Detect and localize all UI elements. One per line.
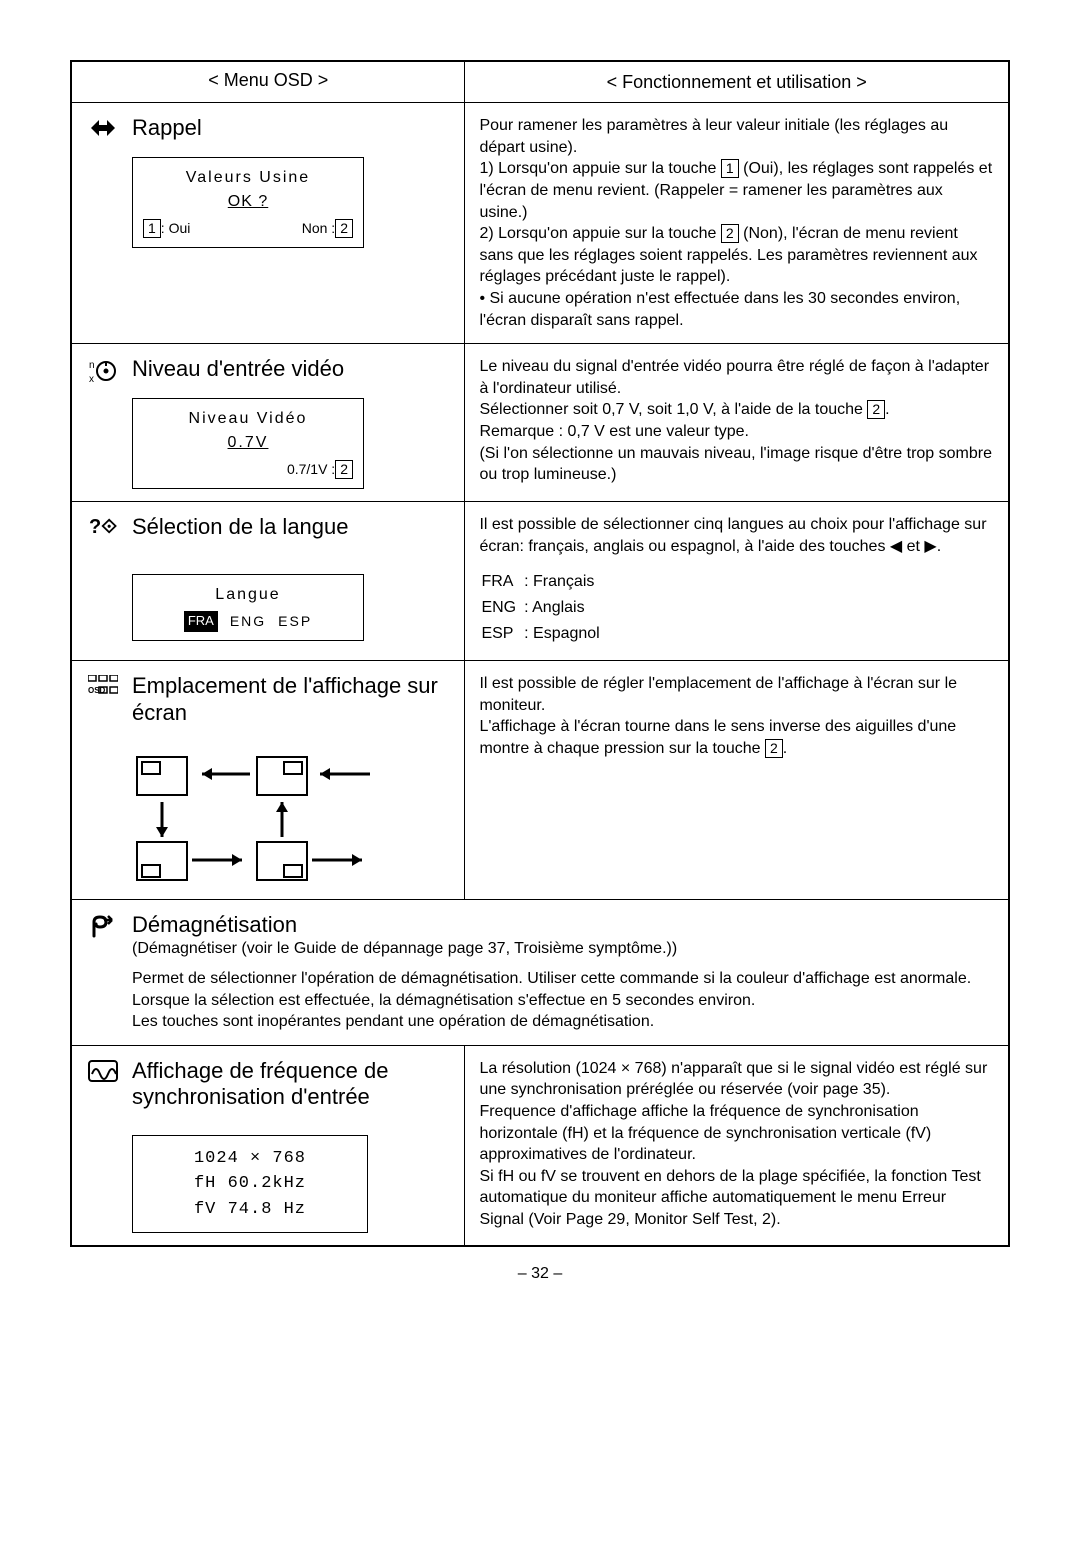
lang-label-esp: : Espagnol — [524, 623, 606, 647]
freq-desc-p2: Frequence d'affichage affiche la fréquen… — [479, 1101, 994, 1166]
key-2: 2 — [335, 219, 353, 238]
niveau-desc-p4: (Si l'on sélectionne un mauvais niveau, … — [479, 443, 994, 486]
degauss-p2: Lorsque la sélection est effectuée, la d… — [132, 990, 994, 1012]
lang-label-fra: : Français — [524, 571, 606, 595]
row-niveau: n x Niveau d'entrée vidéo Niveau Vidéo 0… — [71, 344, 1009, 502]
niveau-desc-p3: Remarque : 0,7 V est une valeur type. — [479, 421, 994, 443]
niveau-title: Niveau d'entrée vidéo — [132, 356, 344, 382]
niveau-osd-box: Niveau Vidéo 0.7V 0.7/1V :2 — [132, 398, 364, 489]
row-rappel: Rappel Valeurs Usine OK ? 1: Oui Non :2 … — [71, 103, 1009, 344]
emplacement-desc-p2a: L'affichage à l'écran tourne dans le sen… — [479, 718, 956, 757]
rappel-opt2-text: Non : — [302, 220, 335, 236]
niveau-box-line2: 0.7V — [143, 431, 353, 455]
emplacement-desc-p2b: . — [783, 740, 787, 757]
row-frequency: Affichage de fréquence de synchronisatio… — [71, 1045, 1009, 1246]
freq-box-line2: fH 60.2kHz — [145, 1171, 355, 1197]
video-level-icon: n x — [86, 356, 120, 384]
lang-code-fra: FRA — [481, 571, 522, 595]
language-icon: ?⟐ — [86, 514, 120, 539]
langue-opt-selected: FRA — [184, 611, 218, 632]
langue-osd-box: Langue FRA ENG ESP — [132, 574, 364, 641]
rappel-box-line1: Valeurs Usine — [143, 166, 353, 190]
svg-text:n: n — [89, 360, 95, 371]
freq-desc-p1: La résolution (1024 × 768) n'apparaît qu… — [479, 1058, 994, 1101]
header-fonctionnement: < Fonctionnement et utilisation > — [465, 61, 1009, 103]
lang-label-eng: : Anglais — [524, 597, 606, 621]
freq-box-line3: fV 74.8 Hz — [145, 1197, 355, 1223]
rappel-box-line2: OK ? — [143, 190, 353, 214]
rappel-osd-box: Valeurs Usine OK ? 1: Oui Non :2 — [132, 157, 364, 248]
osd-reference-table: < Menu OSD > < Fonctionnement et utilisa… — [70, 60, 1010, 1247]
degauss-p3: Les touches sont inopérantes pendant une… — [132, 1011, 994, 1033]
osd-position-diagram — [132, 752, 450, 887]
freq-osd-box: 1024 × 768 fH 60.2kHz fV 74.8 Hz — [132, 1135, 368, 1234]
key-2-emplacement: 2 — [765, 739, 783, 758]
freq-desc-p3: Si fH ou fV se trouvent en dehors de la … — [479, 1166, 994, 1231]
rappel-desc-p1: Pour ramener les paramètres à leur valeu… — [479, 115, 994, 158]
degauss-icon — [86, 912, 120, 940]
langue-opt2: ENG — [230, 611, 266, 632]
emplacement-desc-p1: Il est possible de régler l'emplacement … — [479, 673, 994, 716]
row-degauss: Démagnétisation (Démagnétiser (voir le G… — [71, 899, 1009, 1045]
recall-icon — [86, 115, 120, 139]
niveau-desc-p2a: Sélectionner soit 0,7 V, soit 1,0 V, à l… — [479, 401, 867, 418]
row-emplacement: OSD Emplacement de l'affichage sur écran — [71, 661, 1009, 900]
rappel-desc-p3a: 2) Lorsqu'on appuie sur la touche — [479, 225, 720, 242]
rappel-desc-p4: • Si aucune opération n'est effectuée da… — [479, 288, 994, 331]
rappel-opt1-text: : Oui — [161, 220, 191, 236]
page-number: – 32 – — [70, 1265, 1010, 1283]
key-1: 1 — [143, 219, 161, 238]
key-2-niveau-inline: 2 — [867, 400, 885, 419]
degauss-p1: Permet de sélectionner l'opération de dé… — [132, 968, 994, 990]
lang-code-eng: ENG — [481, 597, 522, 621]
rappel-desc-p2a: 1) Lorsqu'on appuie sur la touche — [479, 160, 720, 177]
freq-title: Affichage de fréquence de synchronisatio… — [132, 1058, 450, 1111]
freq-box-line1: 1024 × 768 — [145, 1146, 355, 1172]
key-2-niveau: 2 — [335, 460, 353, 479]
langue-title: Sélection de la langue — [132, 514, 349, 540]
page: < Menu OSD > < Fonctionnement et utilisa… — [0, 0, 1080, 1323]
emplacement-title: Emplacement de l'affichage sur écran — [132, 673, 450, 726]
row-langue: ?⟐ Sélection de la langue Langue FRA ENG… — [71, 502, 1009, 661]
langue-desc-p1: Il est possible de sélectionner cinq lan… — [479, 514, 994, 557]
degauss-title: Démagnétisation — [132, 912, 677, 938]
niveau-desc-p1: Le niveau du signal d'entrée vidéo pourr… — [479, 356, 994, 399]
rappel-title: Rappel — [132, 115, 202, 141]
langue-box-line1: Langue — [143, 583, 353, 607]
niveau-box-line1: Niveau Vidéo — [143, 407, 353, 431]
langue-code-table: FRA: Français ENG: Anglais ESP: Espagnol — [479, 569, 607, 648]
langue-opt3: ESP — [278, 611, 312, 632]
header-menu-osd: < Menu OSD > — [71, 61, 465, 103]
frequency-icon — [86, 1058, 120, 1082]
osd-position-icon: OSD — [86, 673, 120, 697]
svg-text:x: x — [89, 374, 94, 384]
lang-code-esp: ESP — [481, 623, 522, 647]
niveau-desc-p2b: . — [885, 401, 889, 418]
degauss-subtitle: (Démagnétiser (voir le Guide de dépannag… — [132, 940, 677, 958]
key-2-inline: 2 — [721, 224, 739, 243]
key-1-inline: 1 — [721, 159, 739, 178]
niveau-opt-label: 0.7/1V : — [287, 461, 335, 477]
